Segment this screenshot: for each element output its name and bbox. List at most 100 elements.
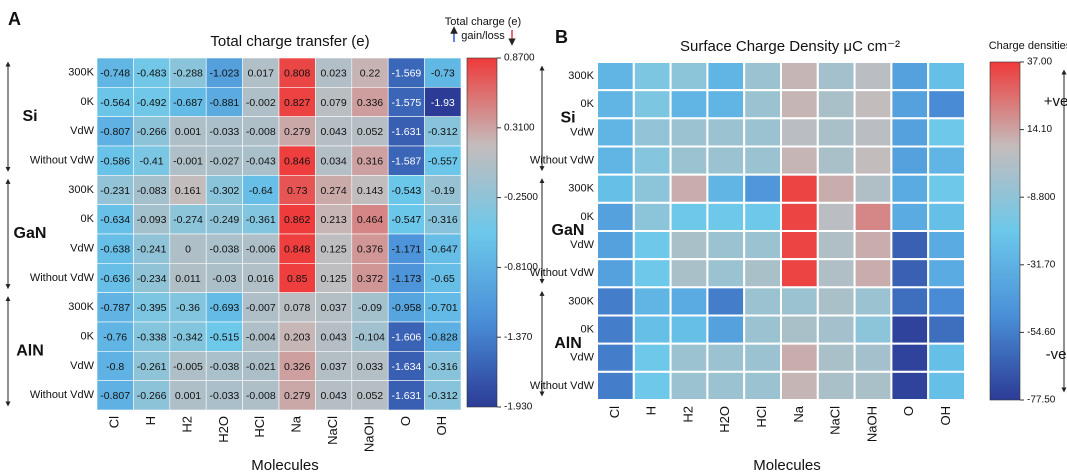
heat-cell bbox=[351, 87, 389, 117]
colorbar-tick-label: 14.10 bbox=[1027, 124, 1052, 135]
heat-cell bbox=[706, 258, 746, 289]
heat-cell bbox=[669, 61, 709, 92]
cell-value: -0.65 bbox=[431, 273, 455, 285]
heat-cell bbox=[853, 230, 893, 261]
heat-cell bbox=[96, 116, 134, 147]
cell-value: -0.73 bbox=[431, 67, 455, 79]
heat-cell bbox=[424, 57, 462, 88]
y-tick-label: VdW bbox=[70, 360, 94, 372]
heat-cell bbox=[853, 89, 893, 120]
heat-cell bbox=[278, 145, 316, 176]
heat-cell bbox=[424, 87, 462, 117]
heat-cell bbox=[96, 380, 134, 411]
x-tick-label: HCl bbox=[252, 416, 267, 438]
x-tick-label: NaCl bbox=[325, 416, 340, 445]
heat-cell bbox=[424, 292, 462, 323]
heat-cell bbox=[669, 117, 709, 148]
y-tick-label: Without VdW bbox=[30, 155, 95, 167]
heat-cell bbox=[169, 57, 207, 88]
cell-value: 0.827 bbox=[284, 97, 310, 109]
cell-value: -0.342 bbox=[173, 331, 203, 343]
heat-cell bbox=[780, 89, 819, 120]
heat-cell bbox=[596, 342, 635, 373]
cell-value: -0.104 bbox=[355, 331, 385, 343]
x-tick-label: H2O bbox=[717, 406, 732, 433]
heat-cell bbox=[278, 233, 316, 264]
cell-value: -0.701 bbox=[428, 302, 458, 314]
heat-cell bbox=[133, 116, 171, 147]
heat-cell bbox=[853, 370, 893, 402]
heat-cell bbox=[315, 87, 353, 117]
cell-value: -0.001 bbox=[173, 155, 203, 167]
heat-cell bbox=[242, 204, 280, 235]
cell-value: -0.09 bbox=[358, 302, 382, 314]
cell-value: -0.647 bbox=[428, 243, 458, 255]
chart-title: Total charge transfer (e) bbox=[210, 33, 369, 50]
heat-cell bbox=[706, 89, 746, 120]
heat-cell bbox=[927, 61, 967, 92]
heat-cell bbox=[169, 292, 207, 323]
heat-cell bbox=[927, 117, 967, 148]
heat-cell bbox=[780, 201, 819, 232]
x-tick-label: H2O bbox=[216, 416, 231, 443]
heat-cell bbox=[706, 370, 746, 402]
heat-cell bbox=[816, 173, 856, 204]
cell-value: 0.125 bbox=[320, 273, 346, 285]
cell-value: 0.043 bbox=[320, 390, 346, 402]
heat-cell bbox=[96, 292, 134, 323]
cell-value: -0.787 bbox=[100, 302, 130, 314]
heat-cell bbox=[853, 258, 893, 289]
cell-value: 0.017 bbox=[248, 67, 274, 79]
cell-value: -0.586 bbox=[100, 155, 130, 167]
heat-cell bbox=[853, 342, 893, 373]
cell-value: -0.76 bbox=[103, 331, 127, 343]
heat-cell bbox=[387, 292, 425, 323]
cell-value: 0 bbox=[185, 243, 191, 255]
heat-cell bbox=[387, 321, 425, 352]
cell-value: 0.808 bbox=[284, 67, 310, 79]
cell-value: 0.372 bbox=[357, 273, 383, 285]
cell-value: 0.846 bbox=[284, 155, 310, 167]
heat-cell bbox=[743, 258, 783, 289]
heat-cell bbox=[890, 201, 930, 232]
cell-value: 0.316 bbox=[357, 155, 383, 167]
x-tick-label: O bbox=[901, 406, 916, 416]
heat-cell bbox=[927, 89, 967, 120]
heat-cell bbox=[133, 57, 171, 88]
heat-cell bbox=[780, 117, 819, 148]
heat-cell bbox=[169, 175, 207, 205]
cell-value: -0.302 bbox=[210, 185, 240, 197]
cell-value: 0.037 bbox=[320, 302, 346, 314]
heat-cell bbox=[816, 201, 856, 232]
heat-cell bbox=[780, 314, 819, 345]
heat-cell bbox=[890, 258, 930, 289]
heat-cell bbox=[853, 201, 893, 232]
cell-value: -0.249 bbox=[210, 214, 240, 226]
heat-cell bbox=[743, 145, 783, 176]
cell-value: -1.634 bbox=[392, 361, 422, 373]
heat-cell bbox=[927, 173, 967, 204]
heat-cell bbox=[632, 145, 672, 176]
cell-value: 0.161 bbox=[175, 185, 201, 197]
y-tick-label: 300K bbox=[68, 184, 94, 196]
cell-value: 0.203 bbox=[284, 331, 310, 343]
heat-cell bbox=[816, 286, 856, 317]
y-tick-label: VdW bbox=[570, 352, 594, 364]
heat-cell bbox=[205, 233, 243, 264]
heat-cell bbox=[706, 342, 746, 373]
cell-value: -0.266 bbox=[137, 390, 167, 402]
heat-cell bbox=[890, 370, 930, 402]
cell-value: -0.312 bbox=[428, 390, 458, 402]
heat-cell bbox=[706, 61, 746, 92]
cell-value: 0.016 bbox=[248, 273, 274, 285]
heat-cell bbox=[743, 173, 783, 204]
cell-value: 0.037 bbox=[320, 361, 346, 373]
heat-cell bbox=[596, 201, 635, 232]
cell-value: -0.288 bbox=[173, 67, 203, 79]
cell-value: -0.033 bbox=[210, 126, 240, 138]
heat-cell bbox=[816, 145, 856, 176]
cell-value: -0.492 bbox=[137, 97, 167, 109]
cell-value: -1.173 bbox=[392, 273, 422, 285]
heat-cell bbox=[706, 314, 746, 345]
